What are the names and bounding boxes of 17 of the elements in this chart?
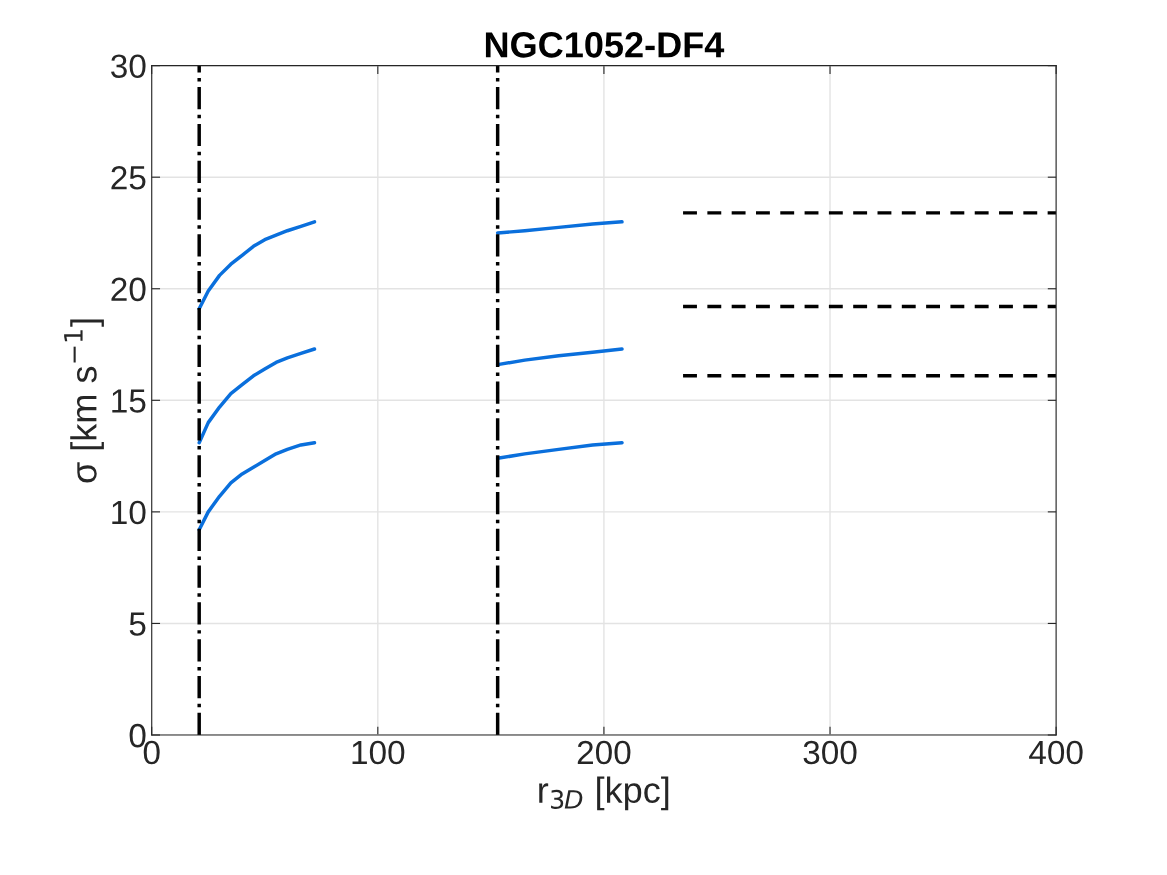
y-axis-title: σ [km s$^{−1}$] <box>64 319 104 483</box>
y-tick-label: 5 <box>129 612 146 636</box>
chart-title: NGC1052-DF4 <box>485 32 725 58</box>
y-tick-label: 20 <box>111 277 146 302</box>
line-series <box>197 440 317 532</box>
y-tick-label: 30 <box>111 54 146 79</box>
y-tick-label: 25 <box>111 165 146 190</box>
x-tick-label: 300 <box>803 740 857 765</box>
y-tick-label: 15 <box>112 389 146 413</box>
x-tick-label: 400 <box>1029 740 1083 765</box>
line-series <box>495 220 624 235</box>
x-axis-title: r$_{3D}$ [kpc] <box>539 776 669 811</box>
line-series <box>197 220 317 311</box>
y-tick-label: 10 <box>112 500 146 525</box>
line-series <box>197 347 317 445</box>
x-tick-label: 100 <box>352 740 405 765</box>
x-tick-label: 200 <box>577 740 631 765</box>
